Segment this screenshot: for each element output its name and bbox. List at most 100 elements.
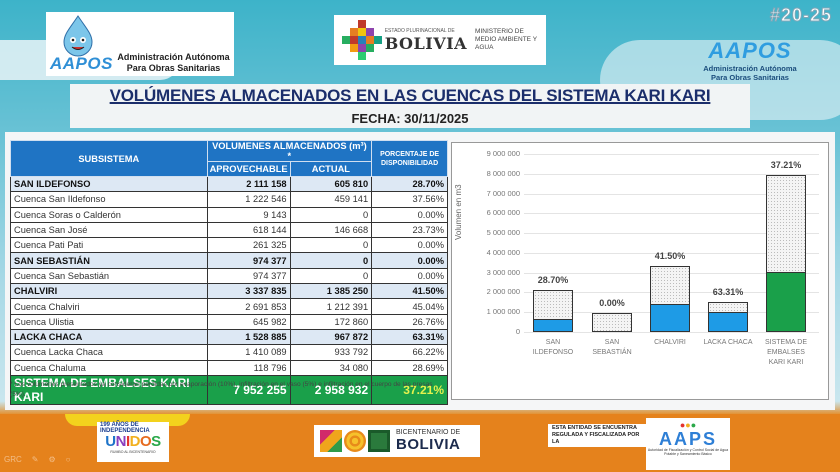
aapos-right-line1: Administración Autónoma <box>703 64 797 73</box>
pencil-icon[interactable]: ✎ <box>31 455 39 464</box>
ministry-name: MINISTERIO DE MEDIO AMBIENTE Y AGUA <box>475 28 546 52</box>
chart-y-tick: 2 000 000 <box>486 287 520 297</box>
bar-data-label: 37.21% <box>770 159 802 170</box>
chart-gridline <box>524 332 819 333</box>
bar-data-label: 28.70% <box>537 275 569 286</box>
toolbar-label[interactable]: GRC <box>4 455 22 464</box>
bar-data-label: 63.31% <box>712 286 744 297</box>
aapos-subtitle: Administración Autónoma Para Obras Sanit… <box>116 52 231 74</box>
chart-x-label-line: LACKA CHACA <box>703 339 753 346</box>
bar-actual-segment <box>767 272 805 331</box>
cell-porcentaje: 0.00% <box>371 267 448 285</box>
cell-porcentaje: 0.00% <box>371 237 448 254</box>
cell-subsistema: SAN SEBASTIÁN <box>10 252 208 269</box>
aapos-logo-right: AAPOS Administración Autónoma Para Obras… <box>690 38 810 82</box>
cell-actual: 933 792 <box>289 344 373 361</box>
cell-aprovechable: 3 337 835 <box>206 283 291 300</box>
table-row: Cuenca Chalviri 2 691 853 1 212 391 45.04% <box>10 298 448 315</box>
cell-porcentaje: 63.31% <box>371 328 448 346</box>
cell-actual: 605 810 <box>289 175 373 193</box>
unidos-sub: RUMBO AL BICENTENARIO <box>110 450 156 454</box>
cell-aprovechable: 2 691 853 <box>206 298 291 315</box>
cell-porcentaje: 0.00% <box>371 206 448 223</box>
cell-aprovechable: 645 982 <box>206 313 291 330</box>
cell-actual: 1 212 391 <box>289 298 373 315</box>
bicentenario-flag-icon <box>320 430 342 452</box>
total-pct: 37.21% <box>371 374 448 405</box>
report-date: FECHA: 30/11/2025 <box>70 108 750 128</box>
cell-aprovechable: 1 222 546 <box>206 191 291 208</box>
cell-porcentaje: 37.56% <box>371 191 448 208</box>
chart-x-label-line: ILDEFONSO <box>532 349 574 356</box>
aaps-drops-icon: ●●● <box>679 420 697 430</box>
cell-subsistema: CHALVIRI <box>10 283 208 300</box>
aapos-line1: Administración Autónoma <box>117 52 230 62</box>
chart-y-tick: 1 000 000 <box>486 307 520 317</box>
cell-subsistema: LACKA CHACA <box>10 328 208 346</box>
total-aprovechable: 7 952 255 <box>206 374 291 405</box>
gov-bolivia-text: BOLIVIA <box>384 33 468 53</box>
page-title: VOLÚMENES ALMACENADOS EN LAS CUENCAS DEL… <box>109 86 711 105</box>
chart-bar <box>650 265 690 332</box>
bicentenario-small: BICENTENARIO DE <box>396 429 461 436</box>
cell-actual: 0 <box>289 252 373 269</box>
cell-actual: 146 668 <box>289 221 373 239</box>
cell-actual: 967 872 <box>289 328 373 346</box>
bar-actual-segment <box>709 311 747 331</box>
chart-x-label: SAN SEBASTIÁN <box>581 338 643 358</box>
header-aprovechable: APROVECHABLE <box>206 161 291 177</box>
cell-porcentaje: 0.00% <box>371 252 448 269</box>
bicentenario-logo: BICENTENARIO DE BOLIVIA <box>314 425 480 457</box>
cell-aprovechable: 974 377 <box>206 267 291 285</box>
chart-bar <box>592 312 632 332</box>
cell-porcentaje: 28.69% <box>371 359 448 376</box>
cell-aprovechable: 9 143 <box>206 206 291 223</box>
chart-y-tick: 0 <box>515 327 520 336</box>
unidos-word: UNIDOS <box>105 433 161 450</box>
cell-subsistema: Cuenca San Sebastián <box>10 267 208 285</box>
cell-actual: 172 860 <box>289 313 373 330</box>
chart-x-label: CHALVIRI <box>639 338 701 348</box>
chart-gridline <box>524 233 819 235</box>
bicentenario-textile-icon <box>368 430 390 452</box>
chart-x-label-line: SISTEMA DE <box>764 339 807 346</box>
chart-bar <box>533 290 573 332</box>
cell-subsistema: Cuenca Chaluma <box>10 359 208 376</box>
cell-actual: 0 <box>289 206 373 223</box>
header-subsistema: SUBSISTEMA <box>10 140 208 177</box>
chart-y-tick: 5 000 000 <box>486 228 520 238</box>
unidos-year: 199 AÑOS DE INDEPENDENCIA <box>100 422 150 434</box>
cell-subsistema: Cuenca Lacka Chaca <box>10 344 208 361</box>
chart-x-label: SISTEMA DE EMBALSES KARI KARI <box>755 338 817 368</box>
cell-actual: 34 080 <box>289 359 373 376</box>
cell-porcentaje: 66.22% <box>371 344 448 361</box>
bolivia-government-logo: ESTADO PLURINACIONAL DE BOLIVIA MINISTER… <box>334 15 546 65</box>
chart-y-axis-label: Volumen en m3 <box>454 184 463 240</box>
chart-x-label-line: SEBASTIÁN <box>592 349 632 356</box>
table-row: Cuenca Pati Pati 261 325 0 0.00% <box>10 237 448 254</box>
chart-x-label: LACKA CHACA <box>697 338 759 348</box>
cell-aprovechable: 1 528 885 <box>206 328 291 346</box>
chart-y-tick: 9 000 000 <box>486 149 520 158</box>
total-name: SISTEMA DE EMBALSES KARI KARI <box>10 374 208 405</box>
cell-porcentaje: 23.73% <box>371 221 448 239</box>
cell-actual: 0 <box>289 237 373 254</box>
header-actual: ACTUAL <box>289 161 373 177</box>
chart-gridline <box>524 154 819 155</box>
header-porcentaje: PORCENTAJE DE DISPONIBILIDAD <box>371 140 448 177</box>
bar-data-label: 41.50% <box>654 250 686 261</box>
chart-x-label-line: SAN <box>604 339 620 346</box>
search-icon[interactable]: ○ <box>65 455 71 464</box>
bar-data-label: 0.00% <box>599 297 625 308</box>
aaps-logo: ●●● AAPS Autoridad de Fiscalización y Co… <box>646 418 730 470</box>
chart-x-label-line: CHALVIRI <box>654 339 686 346</box>
settings-icon[interactable]: ⚙ <box>48 455 56 464</box>
chart-gridline <box>524 213 819 215</box>
water-drop-mascot-icon <box>63 15 93 57</box>
aapos-logo-left: AAPOS Administración Autónoma Para Obras… <box>46 12 234 76</box>
table-row: Cuenca Soras o Calderón 9 143 0 0.00% <box>10 206 448 223</box>
table-group-row: LACKA CHACA 1 528 885 967 872 63.31% <box>10 328 448 346</box>
issue-number: #20-25 <box>769 5 832 26</box>
cell-aprovechable: 618 144 <box>206 221 291 239</box>
table-row: Cuenca Lacka Chaca 1 410 089 933 792 66.22% <box>10 344 448 361</box>
